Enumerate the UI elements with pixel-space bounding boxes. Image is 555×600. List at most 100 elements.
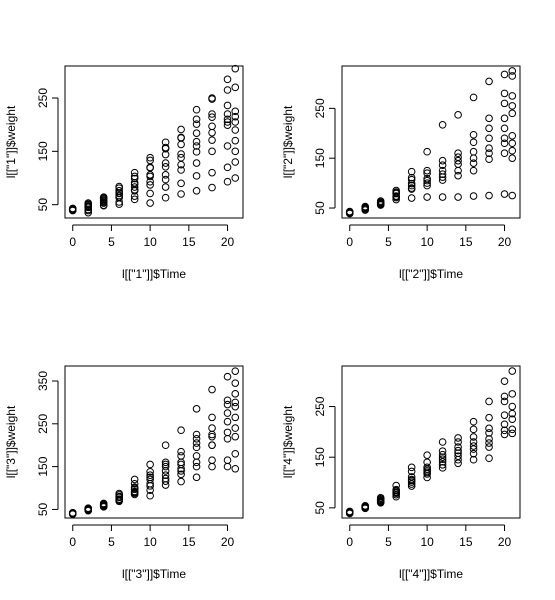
y-tick-label: 50 (36, 198, 50, 212)
data-point (231, 402, 240, 411)
data-point (423, 193, 431, 201)
scatter-panel-4: 0 5 10 15 20 50 150 250 l[["4"]]$Time l[["4"]]$we… (281, 365, 521, 581)
data-point (231, 464, 240, 473)
data-point (361, 502, 370, 511)
data-point (454, 193, 462, 201)
data-point (500, 397, 509, 406)
data-point (454, 166, 462, 175)
data-point (500, 114, 509, 123)
data-point (99, 201, 108, 210)
data-point (454, 156, 462, 165)
data-point (146, 199, 154, 207)
data-point (161, 150, 170, 159)
data-point (192, 430, 201, 439)
data-point (500, 139, 509, 148)
data-point (508, 72, 517, 80)
data-point (192, 443, 201, 452)
data-point (376, 499, 385, 507)
data-point (423, 451, 431, 459)
data-point (177, 452, 185, 460)
x-tick-label: 15 (182, 535, 196, 549)
data-point (192, 172, 201, 180)
data-point (99, 193, 108, 201)
data-point (130, 185, 139, 194)
data-point (454, 449, 462, 457)
data-point (438, 193, 447, 201)
y-axis-title: l[["1"]]$weight (4, 105, 18, 178)
data-point (192, 458, 201, 467)
data-point (192, 473, 201, 482)
data-point (438, 121, 447, 129)
x-tick-label: 0 (69, 235, 76, 249)
data-point (223, 118, 232, 126)
data-point (508, 102, 517, 110)
x-tick-label: 15 (459, 535, 473, 549)
scatter-panel-2: 0 5 10 15 20 50 150 250 l[["2"]]$Time l[["2"]]$we… (281, 65, 521, 281)
data-point (469, 159, 478, 167)
data-point (231, 379, 240, 387)
data-point (223, 372, 232, 381)
data-point (500, 411, 509, 419)
data-point (376, 493, 385, 502)
data-point (161, 171, 170, 179)
data-point (438, 438, 447, 446)
data-point (454, 452, 462, 460)
data-point (231, 83, 240, 92)
data-point (223, 101, 232, 110)
data-point (407, 173, 416, 182)
data-point (485, 397, 493, 406)
y-tick-label: 150 (313, 148, 327, 168)
y-tick-label: 250 (36, 413, 50, 433)
data-point (500, 392, 509, 401)
data-point (376, 496, 385, 505)
data-point (407, 467, 416, 476)
data-point (223, 163, 232, 172)
data-point (376, 200, 385, 208)
data-point (469, 417, 478, 426)
data-point (454, 443, 462, 451)
data-point (146, 467, 154, 476)
data-point (223, 75, 232, 84)
data-point (508, 131, 517, 140)
data-point (208, 122, 216, 131)
y-tick-label: 150 (36, 141, 50, 161)
data-point (438, 170, 447, 178)
data-point (407, 473, 416, 481)
data-point (208, 432, 216, 441)
data-point (161, 163, 170, 171)
y-tick-label: 50 (313, 201, 327, 215)
data-point (407, 179, 416, 188)
data-point (231, 449, 240, 458)
data-point (208, 110, 216, 118)
data-point (423, 174, 431, 183)
data-point (208, 95, 216, 103)
x-tick-label: 10 (420, 235, 434, 249)
data-point (192, 148, 201, 156)
data-point (161, 193, 170, 202)
plot-frame (64, 365, 244, 519)
data-point (130, 168, 139, 177)
data-point (485, 191, 493, 200)
x-tick-label: 0 (346, 235, 353, 249)
x-tick-label: 0 (69, 535, 76, 549)
data-point (231, 390, 240, 398)
data-point (485, 454, 493, 463)
x-tick-label: 10 (420, 535, 434, 549)
y-axis-title: l[["3"]]$weight (4, 405, 18, 478)
data-point (115, 198, 123, 206)
data-point (208, 385, 216, 394)
data-point (115, 492, 123, 501)
data-point (423, 166, 431, 175)
data-point (231, 107, 240, 116)
data-point (161, 144, 170, 153)
data-point (485, 443, 493, 451)
data-point (161, 477, 170, 485)
x-tick-label: 20 (498, 535, 512, 549)
data-point (208, 413, 216, 422)
data-point (407, 194, 416, 202)
data-point (161, 458, 170, 467)
data-point (500, 430, 509, 439)
data-point (208, 441, 216, 450)
data-point (231, 118, 240, 126)
data-point (192, 405, 201, 413)
